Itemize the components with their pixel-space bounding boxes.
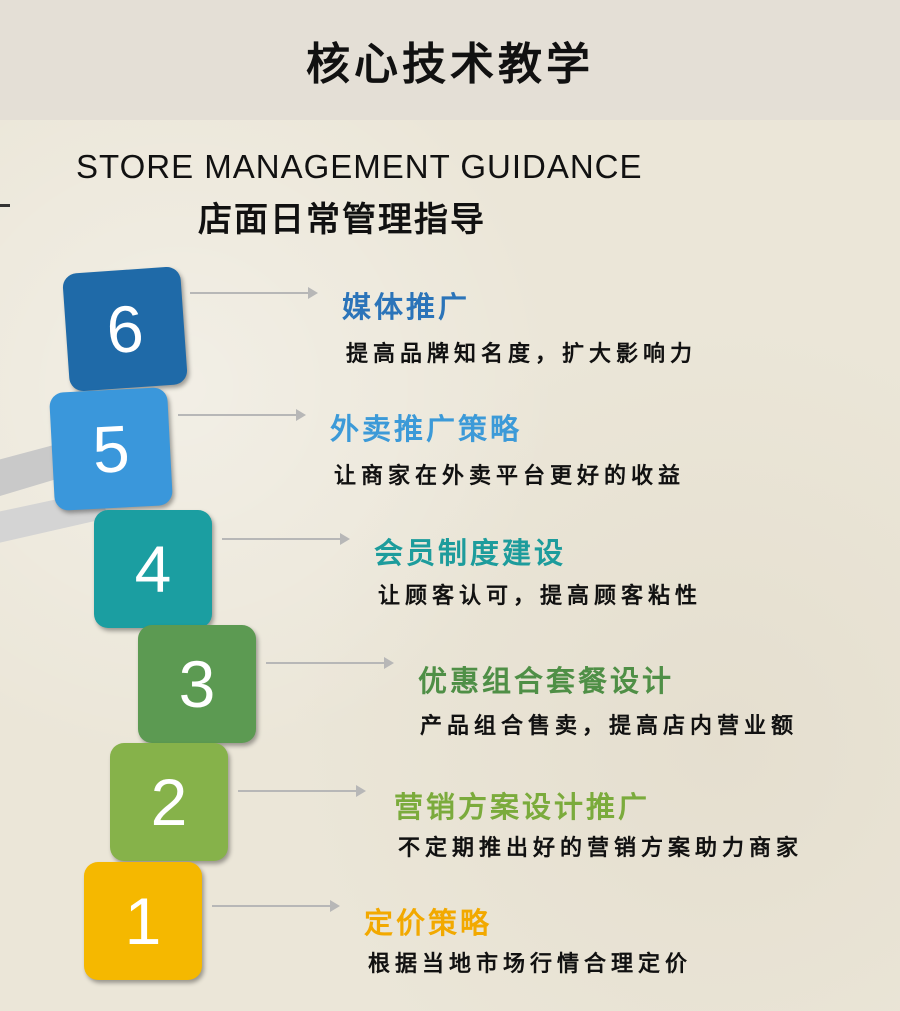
section-title-en: STORE MANAGEMENT GUIDANCE xyxy=(76,148,643,185)
step-block-3: 3 xyxy=(138,625,256,743)
arrow-2 xyxy=(238,785,366,797)
section-title-cn: 店面日常管理指导 xyxy=(198,200,486,240)
arrow-4 xyxy=(222,533,350,545)
page-title: 核心技术教学 xyxy=(306,39,594,90)
step-number: 6 xyxy=(104,290,146,368)
step-block-2: 2 xyxy=(110,743,228,861)
arrow-1 xyxy=(212,900,340,912)
arrow-3 xyxy=(266,657,394,669)
step-number: 1 xyxy=(124,884,162,958)
step-title-5: 外卖推广策略 xyxy=(330,412,523,446)
step-title-2: 营销方案设计推广 xyxy=(394,790,651,824)
step-block-4: 4 xyxy=(94,510,212,628)
step-desc-3: 产品组合售卖，提高店内营业额 xyxy=(420,713,799,739)
arrow-6 xyxy=(190,287,318,299)
step-block-1: 1 xyxy=(84,862,202,980)
step-block-5: 5 xyxy=(48,386,174,512)
step-desc-4: 让顾客认可，提高顾客粘性 xyxy=(378,583,703,609)
step-title-4: 会员制度建设 xyxy=(374,536,567,570)
step-desc-6: 提高品牌知名度，扩大影响力 xyxy=(346,341,698,367)
step-title-1: 定价策略 xyxy=(364,906,493,940)
header-bar: 核心技术教学 xyxy=(0,0,900,120)
arrow-5 xyxy=(178,409,306,421)
step-number: 5 xyxy=(90,411,132,487)
step-number: 3 xyxy=(178,647,216,721)
step-number: 4 xyxy=(134,532,172,606)
decorative-tick xyxy=(0,204,10,207)
step-desc-1: 根据当地市场行情合理定价 xyxy=(368,951,693,977)
step-number: 2 xyxy=(150,765,188,839)
step-title-6: 媒体推广 xyxy=(342,290,471,324)
step-title-3: 优惠组合套餐设计 xyxy=(418,664,675,698)
step-desc-5: 让商家在外卖平台更好的收益 xyxy=(334,463,686,489)
step-block-6: 6 xyxy=(62,266,188,392)
step-desc-2: 不定期推出好的营销方案助力商家 xyxy=(398,835,804,861)
